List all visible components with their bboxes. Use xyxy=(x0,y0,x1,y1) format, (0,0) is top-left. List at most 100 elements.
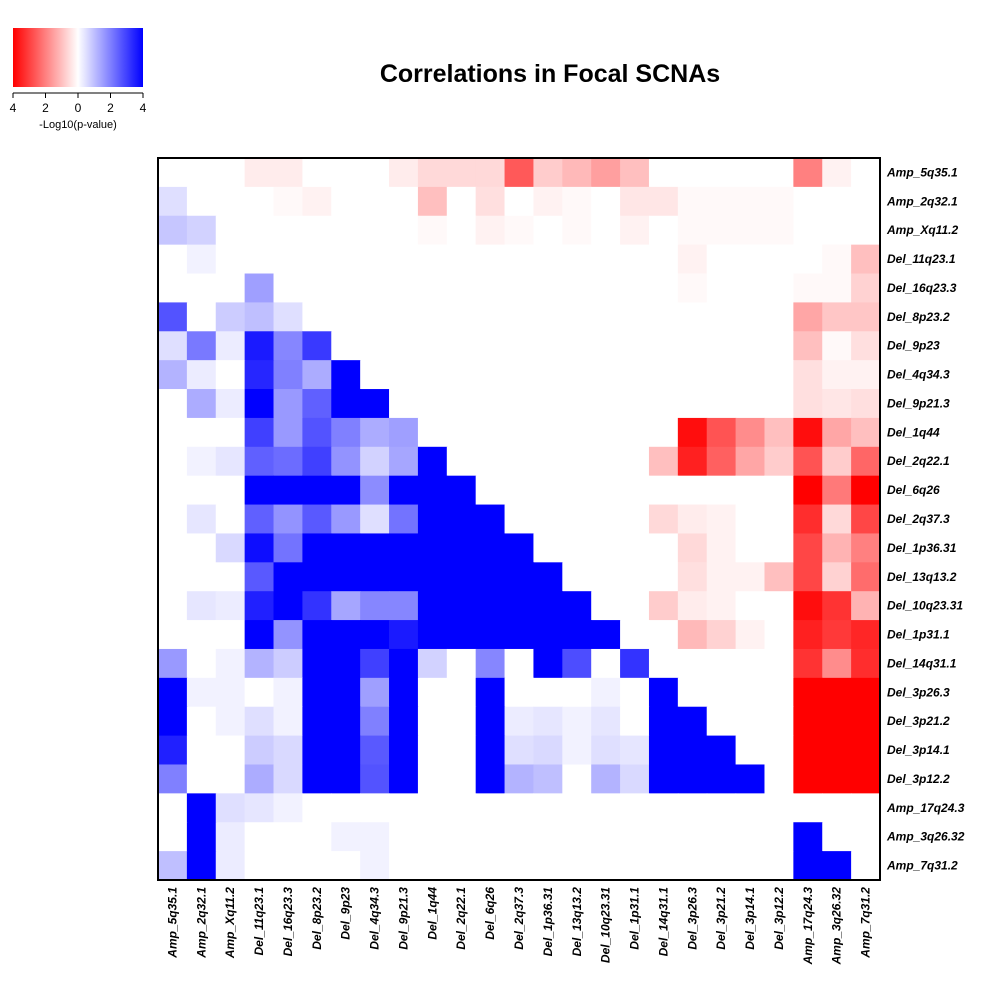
heatmap-cell xyxy=(273,504,303,535)
heatmap-cell xyxy=(504,764,535,794)
heatmap-cell xyxy=(417,186,448,217)
heatmap-cell xyxy=(851,677,881,708)
heatmap-cell xyxy=(273,533,303,563)
heatmap-cell xyxy=(446,215,477,246)
heatmap-cell xyxy=(706,620,737,650)
heatmap-cell xyxy=(417,360,448,390)
heatmap-cell xyxy=(244,764,275,794)
heatmap-cell xyxy=(158,851,188,881)
heatmap-cell xyxy=(793,186,823,217)
heatmap-cell xyxy=(648,331,679,361)
heatmap-cell xyxy=(793,822,823,852)
heatmap-cell xyxy=(331,793,361,823)
heatmap-cell xyxy=(851,648,881,679)
heatmap-cell xyxy=(302,360,332,390)
row-tick-label: Del_11q23.1 xyxy=(887,252,956,266)
heatmap-cell xyxy=(677,822,708,852)
heatmap-cell xyxy=(562,706,592,737)
heatmap-cell xyxy=(389,735,419,766)
heatmap-cell xyxy=(389,822,419,852)
legend-tick-label: 0 xyxy=(75,101,82,115)
legend-color-bar xyxy=(13,28,143,87)
heatmap-cell xyxy=(389,706,419,737)
row-tick-label: Del_3p14.1 xyxy=(887,743,950,757)
heatmap-cell xyxy=(764,793,794,823)
heatmap-cell xyxy=(648,591,679,621)
heatmap-cell xyxy=(706,591,737,621)
heatmap-cell xyxy=(591,331,621,361)
column-tick-label: Amp_3q26.32 xyxy=(830,887,844,966)
heatmap-cell xyxy=(446,331,477,361)
heatmap-cell xyxy=(562,273,592,303)
heatmap-cell xyxy=(331,215,361,246)
heatmap-cell xyxy=(331,417,361,448)
heatmap-cell xyxy=(331,735,361,766)
heatmap-cell xyxy=(677,446,708,477)
heatmap-cell xyxy=(273,591,303,621)
heatmap-cell xyxy=(793,504,823,535)
row-tick-label: Amp_7q31.2 xyxy=(886,859,958,873)
heatmap-cell xyxy=(273,620,303,650)
heatmap-cell xyxy=(648,706,679,737)
heatmap-cell xyxy=(158,562,188,592)
heatmap-cell xyxy=(591,562,621,592)
heatmap-cell xyxy=(446,417,477,448)
heatmap-cell xyxy=(331,331,361,361)
heatmap-cell xyxy=(475,215,506,246)
heatmap-cell xyxy=(360,158,390,188)
heatmap-cell xyxy=(158,677,188,708)
heatmap-cell xyxy=(504,851,535,881)
heatmap-cell xyxy=(533,591,563,621)
heatmap-cell xyxy=(562,302,592,332)
heatmap-cell xyxy=(793,302,823,332)
heatmap-cell xyxy=(533,417,563,448)
row-tick-label: Del_1p36.31 xyxy=(887,541,957,555)
heatmap-cell xyxy=(822,620,852,650)
heatmap-cell xyxy=(591,244,621,275)
heatmap-cell xyxy=(648,648,679,679)
heatmap-cell xyxy=(851,215,881,246)
heatmap-cell xyxy=(591,475,621,506)
heatmap-cell xyxy=(677,591,708,621)
heatmap-cell xyxy=(360,215,390,246)
heatmap-cell xyxy=(735,158,766,188)
heatmap-cell xyxy=(706,158,737,188)
heatmap-cell xyxy=(446,822,477,852)
row-tick-label: Del_13q13.2 xyxy=(887,570,957,584)
heatmap-cell xyxy=(186,446,217,477)
heatmap-cell xyxy=(331,764,361,794)
heatmap-cell xyxy=(533,158,563,188)
heatmap-cell xyxy=(417,591,448,621)
heatmap-cell xyxy=(331,273,361,303)
heatmap-cell xyxy=(389,475,419,506)
heatmap-cell xyxy=(331,677,361,708)
heatmap-cell xyxy=(533,244,563,275)
heatmap-cell xyxy=(389,504,419,535)
heatmap-cell xyxy=(504,244,535,275)
heatmap-cell xyxy=(706,244,737,275)
column-tick-label: Del_10q23.31 xyxy=(599,887,613,963)
heatmap-cell xyxy=(331,648,361,679)
heatmap-cell xyxy=(735,273,766,303)
heatmap-cell xyxy=(331,244,361,275)
heatmap-cell xyxy=(648,793,679,823)
heatmap-cell xyxy=(360,273,390,303)
heatmap-cell xyxy=(562,735,592,766)
heatmap-cell xyxy=(851,417,881,448)
heatmap-cell xyxy=(475,504,506,535)
heatmap-cell xyxy=(360,591,390,621)
heatmap-cell xyxy=(331,562,361,592)
heatmap-cell xyxy=(273,158,303,188)
row-tick-label: Del_10q23.31 xyxy=(887,599,963,613)
heatmap-cell xyxy=(417,504,448,535)
heatmap-cell xyxy=(591,186,621,217)
heatmap-cell xyxy=(158,648,188,679)
heatmap-cell xyxy=(302,389,332,419)
heatmap-cell xyxy=(677,793,708,823)
row-tick-label: Del_9p23 xyxy=(887,339,940,353)
heatmap-cell xyxy=(446,793,477,823)
heatmap-cell xyxy=(620,851,650,881)
heatmap-cell xyxy=(504,591,535,621)
heatmap-cell xyxy=(475,706,506,737)
heatmap-cell xyxy=(331,158,361,188)
